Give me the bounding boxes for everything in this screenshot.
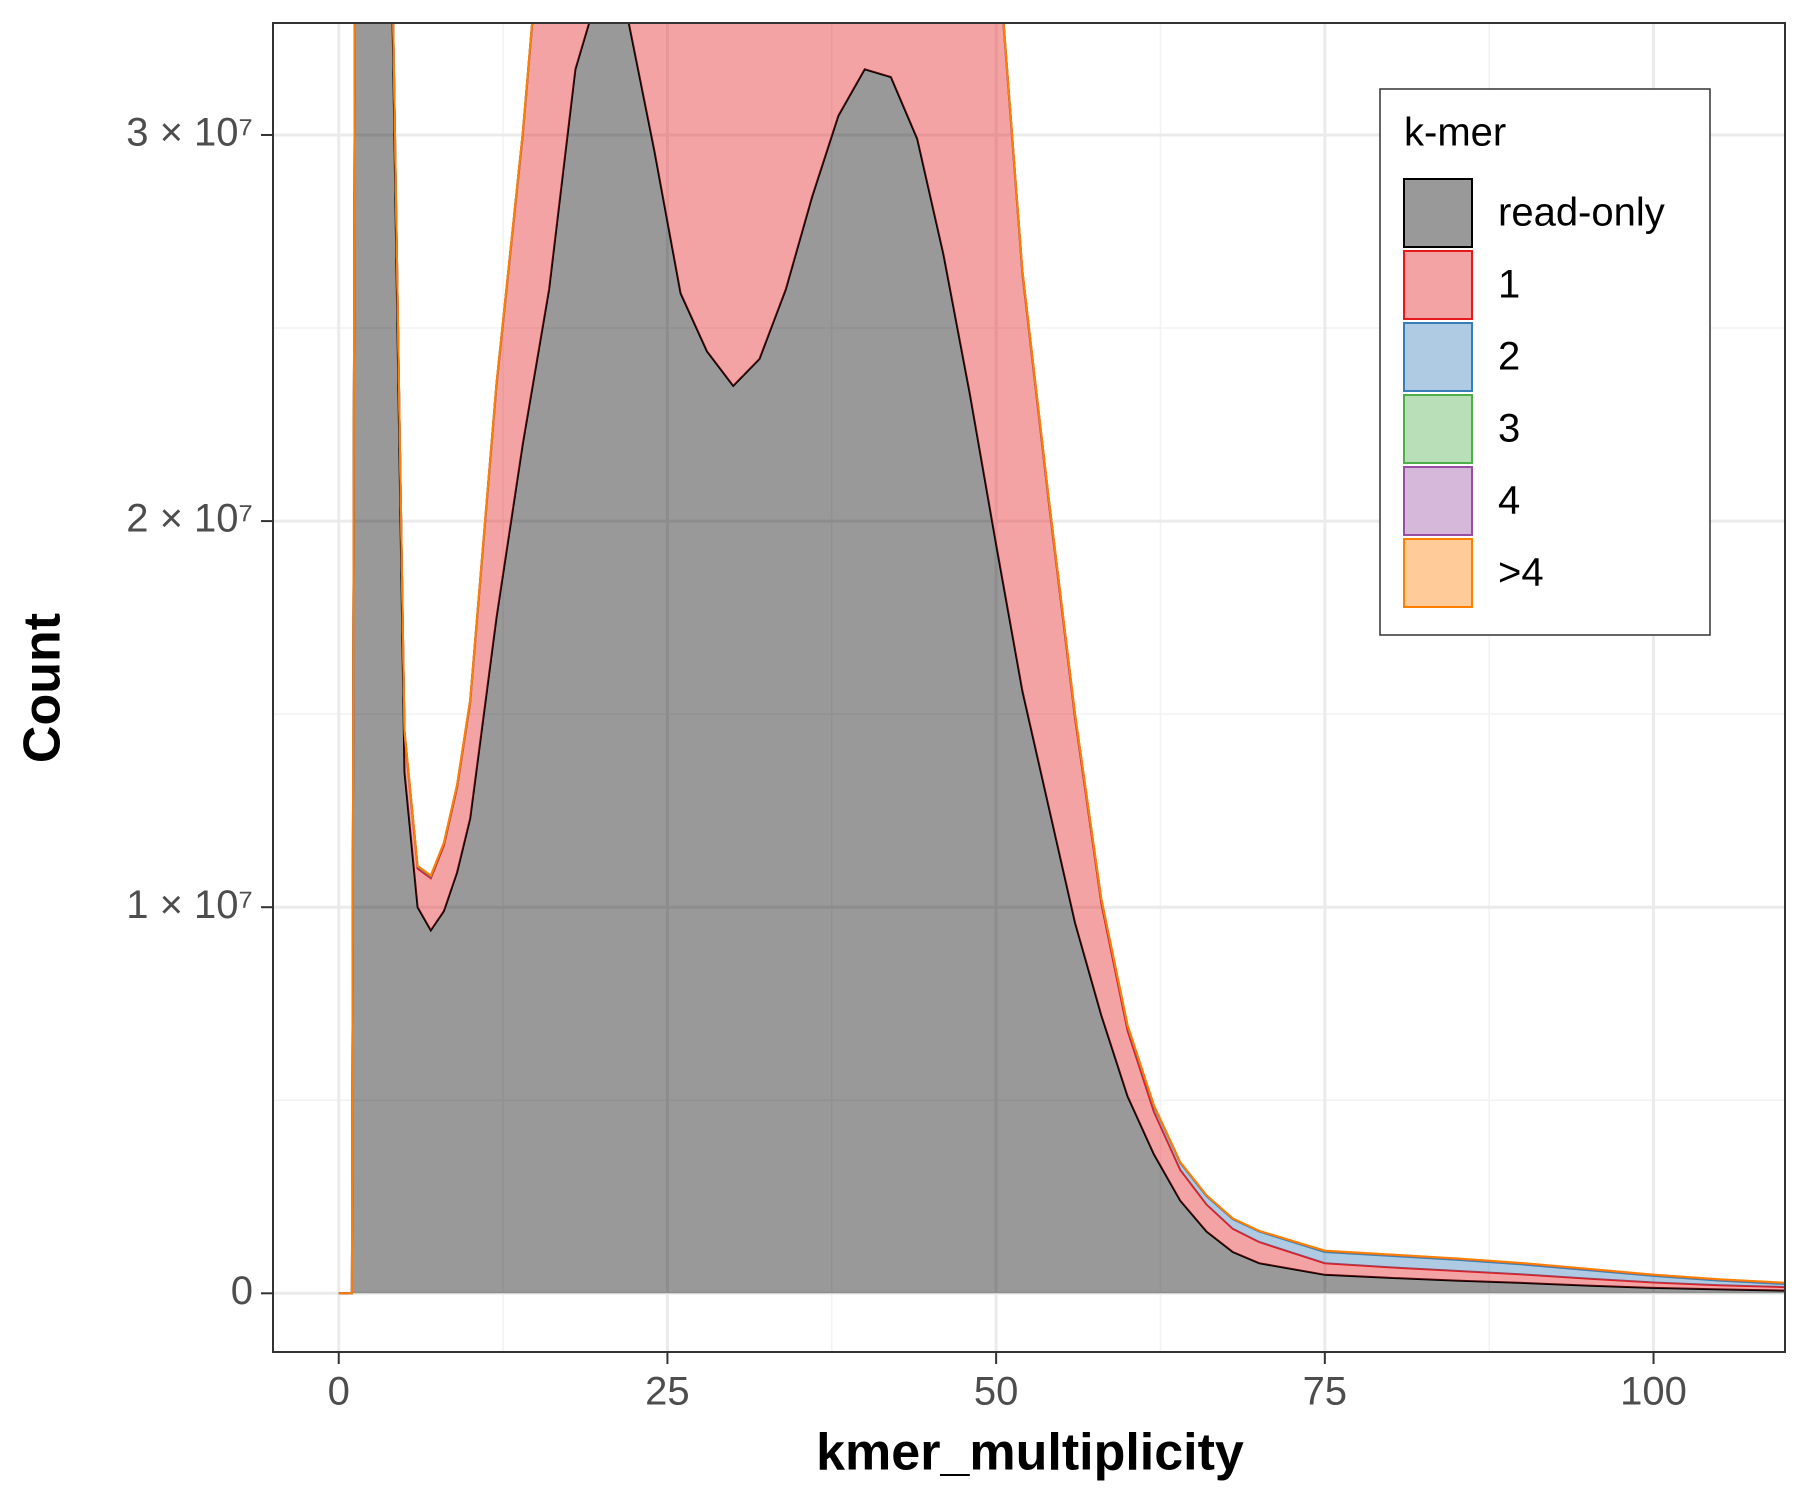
x-tick-label: 75 xyxy=(1303,1370,1348,1414)
legend-key xyxy=(1403,322,1473,392)
legend-key xyxy=(1403,538,1473,608)
legend-key xyxy=(1403,394,1473,464)
plot-area xyxy=(338,23,1785,1295)
area xyxy=(338,23,1785,1294)
x-tick-label: 50 xyxy=(974,1370,1019,1414)
legend-key xyxy=(1403,178,1473,248)
area-outline xyxy=(338,23,1785,1295)
y-tick-label: 2 × 10⁷ xyxy=(126,497,253,541)
legend-label: 3 xyxy=(1498,407,1520,451)
legend-label: read-only xyxy=(1498,191,1665,235)
panel-border xyxy=(272,22,1786,1353)
legend-key xyxy=(1403,250,1473,320)
area-outline xyxy=(338,23,1785,1295)
area xyxy=(338,23,1785,1294)
x-axis-title: kmer_multiplicity xyxy=(816,1424,1244,1482)
legend-label: >4 xyxy=(1498,551,1544,595)
y-tick-label: 3 × 10⁷ xyxy=(126,111,253,155)
x-tick-label: 100 xyxy=(1620,1370,1687,1414)
y-tick-label: 1 × 10⁷ xyxy=(126,883,253,927)
x-tick-label: 0 xyxy=(328,1370,350,1414)
legend-key xyxy=(1403,466,1473,536)
legend-label: 4 xyxy=(1498,479,1520,523)
y-axis-title: Count xyxy=(14,613,72,763)
legend-label: 2 xyxy=(1498,335,1520,379)
legend-title: k-mer xyxy=(1404,111,1506,155)
x-tick-label: 25 xyxy=(645,1370,690,1414)
legend-label: 1 xyxy=(1498,263,1520,307)
y-tick-label: 0 xyxy=(231,1269,253,1313)
